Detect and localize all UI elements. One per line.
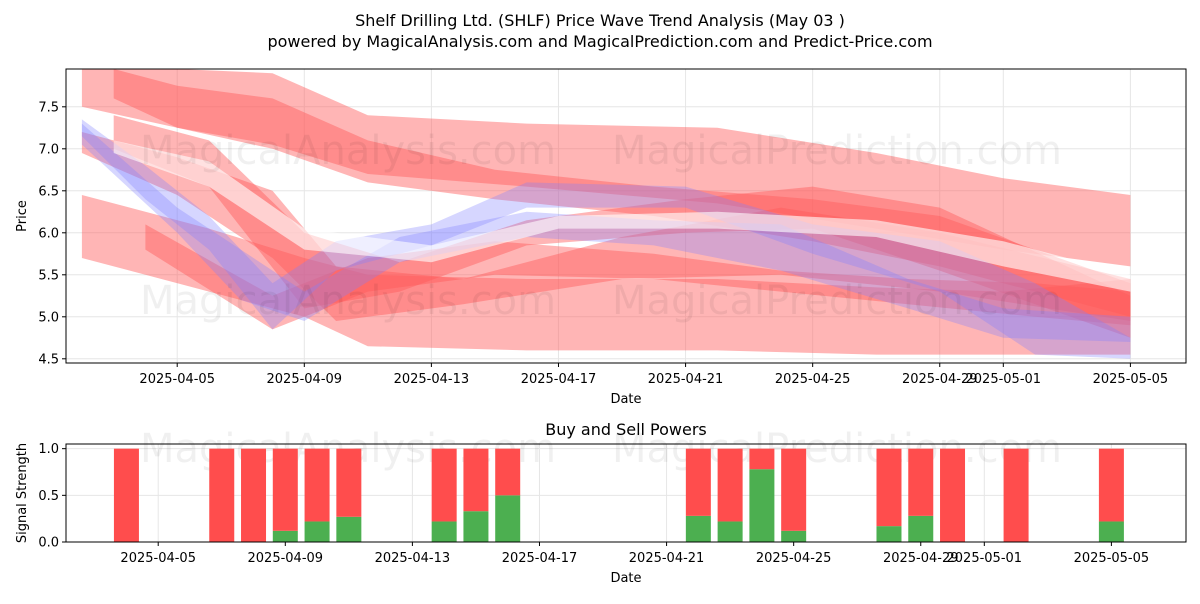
top-y-tick-label: 7.5 [38, 100, 59, 115]
bottom-x-tick-label: 2025-04-25 [756, 551, 832, 566]
bottom-x-tick-label: 2025-05-05 [1074, 551, 1150, 566]
bottom-x-tick-label: 2025-04-21 [629, 551, 705, 566]
buy-bar [749, 469, 775, 542]
sell-bar [336, 448, 362, 517]
bottom-y-tick-label: 0.0 [38, 536, 59, 551]
bottom-bars [113, 448, 1124, 542]
buy-bar [1098, 521, 1124, 542]
sell-bar [876, 448, 902, 527]
price-band-red-2 [81, 195, 1131, 355]
watermark-text: MagicalPrediction.com [612, 128, 1062, 174]
top-watermarks: MagicalAnalysis.com MagicalPrediction.com… [140, 128, 1062, 324]
buy-bar [685, 515, 711, 542]
buy-bar [781, 530, 807, 542]
top-y-tick-label: 7.0 [38, 142, 59, 157]
bottom-x-tick-label: 2025-05-01 [947, 551, 1023, 566]
top-x-ticks: 2025-04-05 2025-04-09 2025-04-13 2025-04-17… [139, 363, 1168, 387]
top-y-tick-label: 5.0 [38, 310, 59, 325]
sell-bar [463, 448, 489, 512]
chart-title: Shelf Drilling Ltd. (SHLF) Price Wave Tr… [355, 11, 845, 30]
buy-bar [336, 516, 362, 542]
top-x-tick-label: 2025-04-13 [394, 372, 470, 387]
top-y-ticks: 4.5 5.0 5.5 6.0 6.5 7.0 7.5 [38, 100, 66, 367]
sell-bar [749, 448, 775, 470]
bottom-x-tick-label: 2025-04-29 [883, 551, 959, 566]
sell-bar [781, 448, 807, 531]
sell-bar [908, 448, 934, 516]
top-y-tick-label: 6.0 [38, 226, 59, 241]
top-x-tick-label: 2025-04-21 [648, 372, 724, 387]
bottom-x-axis-label: Date [610, 571, 641, 586]
price-band-red-0 [81, 69, 1131, 267]
top-x-axis-label: Date [610, 392, 641, 407]
top-y-tick-label: 4.5 [38, 352, 59, 367]
watermark-text: MagicalPrediction.com [612, 278, 1062, 324]
top-price-bands [81, 69, 1131, 359]
top-y-axis-label: Price [15, 200, 30, 232]
buy-bar [431, 521, 457, 542]
bottom-x-tick-label: 2025-04-17 [502, 551, 578, 566]
sell-bar [940, 448, 966, 542]
bottom-x-tick-label: 2025-04-13 [375, 551, 451, 566]
top-x-tick-label: 2025-04-17 [521, 372, 597, 387]
sell-bar [495, 448, 521, 496]
buy-bar [272, 530, 298, 542]
sell-bar [304, 448, 330, 522]
top-x-tick-label: 2025-04-29 [902, 372, 978, 387]
top-x-tick-label: 2025-04-05 [139, 372, 215, 387]
top-x-tick-label: 2025-05-01 [966, 372, 1042, 387]
top-grid [66, 69, 1186, 363]
bottom-y-axis-label: Signal Strength [15, 443, 30, 543]
top-x-tick-label: 2025-04-25 [775, 372, 851, 387]
bottom-x-tick-label: 2025-04-09 [248, 551, 324, 566]
bottom-x-tick-label: 2025-04-05 [120, 551, 196, 566]
buy-bar [463, 511, 489, 542]
sell-bar [431, 448, 457, 522]
top-y-tick-label: 6.5 [38, 184, 59, 199]
bottom-y-ticks: 0.0 0.5 1.0 [38, 442, 66, 551]
watermark-text: MagicalAnalysis.com [140, 278, 556, 324]
top-y-tick-label: 5.5 [38, 268, 59, 283]
buy-bar [304, 521, 330, 542]
buy-bar [876, 526, 902, 542]
sell-bar [1098, 448, 1124, 522]
sell-bar [272, 448, 298, 531]
watermark-text: MagicalAnalysis.com [140, 128, 556, 174]
price-band-blue-7 [81, 123, 1131, 342]
price-band-red-5 [145, 224, 1131, 330]
bottom-axes-frame [65, 443, 1187, 543]
sell-bar [209, 448, 235, 542]
top-x-tick-label: 2025-04-09 [267, 372, 343, 387]
top-axes-frame [65, 68, 1187, 364]
price-band-white-8 [113, 140, 1131, 292]
chart-subtitle: powered by MagicalAnalysis.com and Magic… [267, 32, 932, 51]
sell-bar [685, 448, 711, 516]
watermark-text: MagicalPrediction.com [612, 426, 1062, 472]
price-band-red-3 [81, 132, 1131, 321]
sell-bar [717, 448, 743, 522]
bottom-y-tick-label: 0.5 [38, 489, 59, 504]
sell-bar [241, 448, 267, 542]
bottom-y-tick-label: 1.0 [38, 442, 59, 457]
sell-bar [1003, 448, 1029, 542]
buy-bar [495, 495, 521, 542]
top-x-tick-label: 2025-05-05 [1093, 372, 1169, 387]
price-band-red-1 [113, 69, 1131, 317]
buy-bar [908, 515, 934, 542]
sell-bar [113, 448, 139, 542]
bottom-x-ticks: 2025-04-05 2025-04-09 2025-04-13 2025-04-17… [120, 542, 1149, 566]
buy-bar [717, 521, 743, 542]
bottom-chart-title: Buy and Sell Powers [545, 420, 707, 439]
